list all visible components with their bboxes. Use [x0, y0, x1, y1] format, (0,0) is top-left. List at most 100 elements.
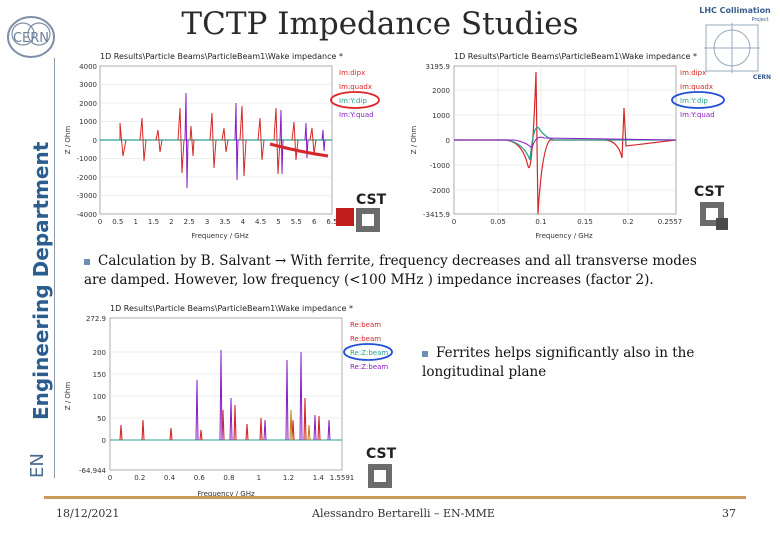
plot3-xlabel: Frequency / GHz: [197, 490, 255, 498]
plot1-ytick: 4000: [79, 63, 97, 71]
plot1-xtick: 3.5: [219, 218, 230, 226]
plot2-xtick: 0.2: [622, 218, 633, 226]
plot1-legend-highlight: [330, 91, 380, 109]
plot2-xtick: 0.1: [535, 218, 546, 226]
plot3-legend-item: Re:Z:beam: [350, 363, 388, 371]
plot2-xlabel: Frequency / GHz: [535, 232, 593, 240]
plot2-legend-item: Im:quadx: [680, 83, 713, 91]
plot2-legend-item: Im:dipx: [680, 69, 706, 77]
plot1-xtick: 2: [169, 218, 173, 226]
plot1-ytick: 2000: [79, 100, 97, 108]
cern-logo: CERN: [6, 12, 56, 62]
plot1-ytick: -3000: [77, 192, 97, 200]
plot2-xtick: 0: [452, 218, 456, 226]
plot1-ytick: -1000: [77, 155, 97, 163]
plot3-xtick: 0.6: [194, 474, 206, 482]
plot1-xlabel: Frequency / GHz: [191, 232, 249, 240]
plot2-header: 1D Results\Particle Beams\ParticleBeam1\…: [454, 52, 697, 61]
footer-author: Alessandro Bertarelli – EN-MME: [312, 507, 495, 520]
plot3-xtick: 1.5591: [330, 474, 355, 482]
plot3-xtick: 1: [257, 474, 261, 482]
plot3-ytick: 200: [93, 349, 106, 357]
plot1-ytick: 1000: [79, 118, 97, 126]
plot2-ytick: 0: [446, 137, 450, 145]
cst-logo: CST: [366, 446, 397, 462]
plot3-legend-item: Re:beam: [350, 321, 381, 329]
plot3-ytick: 150: [93, 371, 106, 379]
plot1-xtick: 3: [205, 218, 209, 226]
plot1-legend-item: Im:quadx: [339, 83, 372, 91]
lhc-logo-cern: CERN: [753, 74, 771, 81]
plot2-xtick: 0.15: [577, 218, 593, 226]
plot1-xtick: 5.5: [291, 218, 302, 226]
plot3-ytick: 0: [102, 437, 106, 445]
plot2-ytick: -2000: [430, 187, 450, 195]
plot3-xtick: 0.8: [223, 474, 234, 482]
plot2-ylabel: Z / Ohm: [410, 126, 418, 155]
cern-logo-text: CERN: [13, 31, 49, 46]
plot3-xtick: 1.4: [313, 474, 325, 482]
plot1-xtick: 6.5: [326, 218, 337, 226]
bullet-marker: [84, 258, 90, 265]
plot2-ytick: -3415.9: [423, 211, 450, 219]
plot3-legend-item: Re:beam: [350, 335, 381, 343]
plot1-ytick: -4000: [77, 211, 97, 219]
en-side-label: EN: [27, 453, 48, 478]
plot2-ytick: 2000: [432, 87, 450, 95]
plot1-ytick: -2000: [77, 174, 97, 182]
bullet-text: Calculation by B. Salvant → With ferrite…: [84, 253, 697, 288]
plot1-xtick: 2.5: [184, 218, 195, 226]
plot1-ylabel: Z / Ohm: [64, 126, 72, 155]
plot1-xtick: 4: [241, 218, 246, 226]
plot1-xtick: 0.5: [112, 218, 123, 226]
cst-logo: CST: [694, 184, 725, 200]
longitudinal-impedance-plot: 1D Results\Particle Beams\ParticleBeam1\…: [60, 300, 412, 500]
lhc-collimation-logo: LHC Collimation Project CERN: [696, 3, 774, 83]
plot3-ytick: -64.944: [79, 467, 107, 475]
plot2-xtick: 0.05: [490, 218, 506, 226]
plot1-header: 1D Results\Particle Beams\ParticleBeam1\…: [100, 52, 343, 61]
plot3-header: 1D Results\Particle Beams\ParticleBeam1\…: [110, 304, 353, 313]
plot3-ytick: 272.9: [86, 315, 106, 323]
transverse-impedance-plot-zoom: 1D Results\Particle Beams\ParticleBeam1\…: [404, 48, 742, 244]
transverse-impedance-plot-ferrite: 1D Results\Particle Beams\ParticleBeam1\…: [60, 48, 396, 244]
lhc-logo-line2: Project: [751, 17, 768, 23]
plot2-legend-highlight: [671, 91, 725, 109]
department-side-label: Engineering Department: [29, 141, 53, 420]
side-divider: [54, 58, 55, 478]
plot3-ytick: 50: [97, 415, 106, 423]
plot3-legend-highlight: [343, 343, 393, 361]
plot3-ylabel: Z / Ohm: [64, 382, 72, 411]
plot1-ytick: 3000: [79, 81, 97, 89]
cst-logo: CST: [356, 192, 387, 208]
plot3-legend-item: Re:Z:beam: [350, 349, 388, 357]
footer-date: 18/12/2021: [56, 507, 120, 520]
plot2-ytick: 1000: [432, 112, 450, 120]
plot1-xtick: 5: [276, 218, 280, 226]
plot3-xtick: 0.4: [164, 474, 176, 482]
lhc-logo-line1: LHC Collimation: [699, 6, 771, 15]
plot2-xtick: 0.2557: [658, 218, 683, 226]
plot1-xtick: 1: [133, 218, 137, 226]
plot2-legend-item: Im:Y:quad: [680, 111, 715, 119]
plot2-ytick: 3195.9: [426, 63, 451, 71]
plot1-xtick: 6: [312, 218, 317, 226]
plot2-ytick: -1000: [430, 162, 450, 170]
plot1-xtick: 4.5: [255, 218, 266, 226]
plot1-legend-item: Im:dipx: [339, 69, 365, 77]
plot3-xtick: 0: [108, 474, 112, 482]
plot3-xtick: 1.2: [283, 474, 294, 482]
plot1-xtick: 1.5: [148, 218, 159, 226]
plot1-legend-item: Im:Y:quad: [339, 111, 374, 119]
plot1-legend-item: Im:Y:dip: [339, 97, 367, 105]
bullet-transverse-summary: Calculation by B. Salvant → With ferrite…: [84, 252, 704, 290]
page-number: 37: [722, 507, 736, 520]
plot3-ytick: 100: [93, 393, 106, 401]
bullet-marker: [422, 350, 428, 357]
plot2-legend-item: Im:Y:dip: [680, 97, 708, 105]
bullet-longitudinal-summary: Ferrites helps significantly also in the…: [422, 344, 712, 382]
plot3-xtick: 0.2: [134, 474, 145, 482]
plot1-ytick: 0: [93, 137, 97, 145]
page-title: TCTP Impedance Studies: [181, 6, 579, 42]
footer-rule: [44, 496, 746, 499]
